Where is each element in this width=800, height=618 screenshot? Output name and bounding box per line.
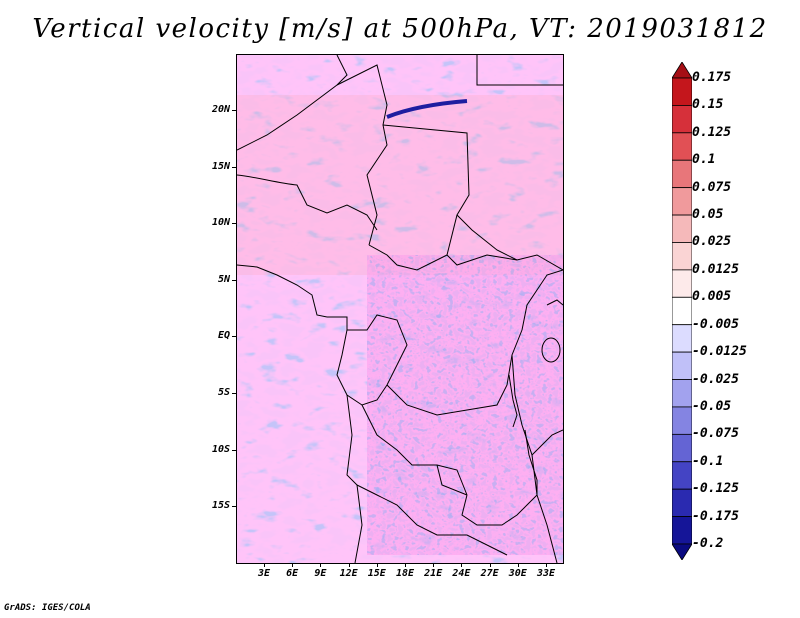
colorbar-label: -0.125 (692, 481, 739, 497)
lon-label: 9E (314, 568, 327, 579)
colorbar-segment (672, 242, 692, 271)
colorbar-segment (672, 296, 692, 326)
colorbar-segment (672, 324, 692, 353)
colorbar-label: 0.05 (692, 207, 724, 223)
lat-tick (232, 393, 236, 394)
colorbar-label: 0.005 (692, 289, 732, 305)
colorbar-label: -0.05 (692, 398, 732, 414)
colorbar-segment (672, 351, 692, 380)
lon-label: 27E (480, 568, 499, 579)
colorbar-segment (672, 433, 692, 463)
lon-label: 18E (395, 568, 415, 579)
lon-label: 3E (257, 568, 271, 579)
colorbar-label: -0.0125 (692, 344, 747, 360)
colorbar-max-triangle (672, 62, 692, 79)
strong-downdraft-band (386, 99, 468, 119)
lon-label: 6E (286, 568, 299, 579)
lat-label: 5S (217, 387, 230, 398)
lat-label: 10N (211, 217, 230, 229)
colorbar (672, 62, 692, 560)
lon-tick (376, 563, 378, 567)
lon-label: 12E (339, 568, 358, 579)
lon-tick (292, 563, 294, 567)
colorbar-label: 0.125 (692, 124, 732, 140)
colorbar-label: -0.005 (692, 316, 739, 332)
colorbar-segment (672, 269, 692, 298)
lon-tick (489, 563, 491, 567)
lat-label: 20N (211, 104, 230, 115)
lat-tick (232, 336, 236, 338)
colorbar-min-triangle (672, 543, 692, 560)
lon-tick (320, 563, 322, 567)
colorbar-label: -0.1 (692, 453, 724, 469)
chart-title: Vertical velocity [m/s] at 500hPa, VT: 2… (32, 14, 768, 44)
colorbar-label: -0.175 (692, 508, 739, 524)
colorbar-segment (672, 105, 692, 134)
lon-tick (433, 563, 435, 567)
north-red-tint (237, 95, 563, 275)
colorbar-segment (672, 461, 692, 490)
lon-tick (264, 563, 265, 567)
lon-tick (405, 563, 406, 567)
lon-tick (517, 563, 519, 567)
colorbar-label: -0.2 (692, 536, 724, 551)
colorbar-segment (672, 406, 692, 435)
lat-tick (232, 166, 236, 168)
footer-credit: GrADS: IGES/COLA (4, 603, 91, 613)
lat-tick (232, 449, 236, 451)
lat-tick (232, 223, 236, 225)
colorbar-label: 0.15 (692, 97, 724, 113)
colorbar-label: 0.0125 (692, 261, 739, 277)
lon-label: 33E (536, 568, 556, 579)
lon-label: 15E (367, 568, 386, 579)
colorbar-segment (672, 516, 692, 545)
map-panel (236, 54, 564, 564)
colorbar-label: 0.025 (692, 234, 732, 250)
colorbar-segment (672, 77, 692, 106)
colorbar-label: 0.075 (692, 179, 732, 195)
lon-tick (546, 563, 547, 567)
lon-label: 24E (452, 568, 471, 579)
lat-tick (232, 110, 236, 111)
lat-tick (232, 506, 236, 508)
lon-tick (461, 563, 463, 567)
colorbar-label: -0.075 (692, 426, 739, 442)
country-borders (237, 55, 563, 563)
colorbar-segment (672, 488, 692, 517)
lat-label: 5N (217, 273, 230, 285)
lon-tick (348, 563, 350, 567)
lon-label: 21E (424, 568, 443, 579)
colorbar-label: 0.175 (692, 70, 732, 85)
convective-field (367, 255, 563, 555)
lat-label: 10S (211, 443, 230, 455)
colorbar-label: -0.025 (692, 371, 739, 387)
colorbar-segment (672, 159, 692, 189)
lat-label: EQ (217, 330, 230, 342)
lat-label: 15N (211, 160, 230, 172)
colorbar-segment (672, 214, 692, 243)
lat-tick (232, 279, 236, 281)
lon-label: 30E (508, 568, 527, 579)
colorbar-segment (672, 379, 692, 408)
lat-label: 15S (211, 500, 230, 512)
colorbar-segment (672, 132, 692, 161)
colorbar-segment (672, 187, 692, 216)
colorbar-label: 0.1 (692, 152, 716, 168)
lakes (508, 337, 561, 495)
